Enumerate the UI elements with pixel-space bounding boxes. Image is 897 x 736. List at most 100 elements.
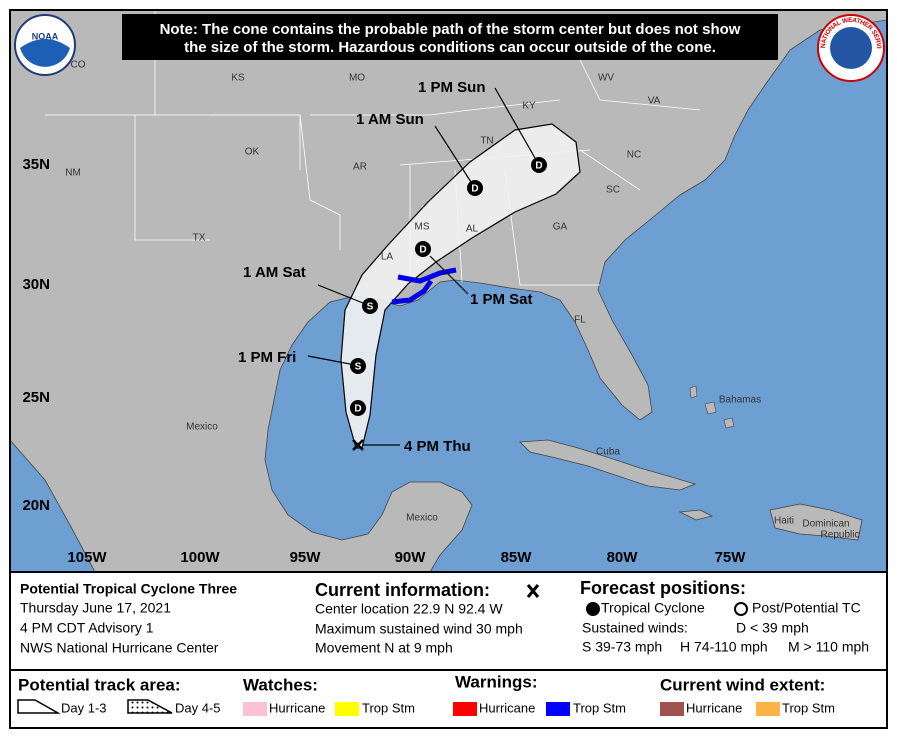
warn-hurricane-swatch: [453, 702, 477, 716]
forecast-title: Forecast positions:: [580, 578, 746, 598]
region-label: Mexico: [186, 422, 218, 433]
warn-hurricane-label: Hurricane: [479, 700, 535, 715]
longitude-label: 75W: [715, 549, 747, 566]
watch-trop-swatch: [335, 702, 359, 716]
track: 4 PM Thu D 1 PM Fri S 1 AM Sat S 1 PM Sat D 1 AM…: [238, 79, 547, 455]
note-line: Note: The cone contains the probable pat…: [160, 21, 741, 38]
jamaica: [678, 509, 714, 521]
time-label: 1 AM Sun: [356, 111, 424, 128]
noaa-logo: NOAA: [14, 14, 76, 76]
region-label: AL: [466, 224, 479, 235]
forecast-point: [350, 358, 366, 374]
tropical-storm-warning: [391, 267, 457, 305]
warn-trop-label: Trop Stm: [573, 700, 626, 715]
day45-swatch: [127, 699, 173, 714]
time-label: 1 PM Sun: [418, 79, 486, 96]
time-label: 1 AM Sat: [243, 264, 306, 281]
current-position: [352, 439, 364, 451]
latitude-label: 25N: [22, 389, 50, 406]
leader-line: [429, 255, 469, 295]
day13-label: Day 1-3: [61, 700, 107, 715]
forecast-marker: D: [354, 404, 361, 415]
longitude-label: 90W: [395, 549, 427, 566]
time-label: 1 PM Fri: [238, 349, 296, 366]
wind-trop-swatch: [756, 702, 780, 716]
leader-line: [434, 125, 472, 183]
forecast-marker: D: [471, 184, 478, 195]
watches-title: Watches:: [243, 675, 318, 694]
current-line: Movement N at 9 mph: [315, 640, 453, 656]
land: [10, 10, 887, 572]
region-label: MS: [415, 222, 430, 233]
ptc-symbol: [734, 602, 748, 616]
region-label: VA: [648, 96, 661, 107]
warnings-title: Warnings:: [455, 672, 537, 691]
winds-h: H 74-110 mph: [680, 639, 768, 655]
winds-d: D < 39 mph: [736, 620, 809, 636]
region-label: TN: [480, 136, 493, 147]
region-label: Bahamas: [719, 395, 761, 406]
longitude-label: 100W: [180, 549, 220, 566]
region-label: CO: [71, 60, 86, 71]
current-line: Center location 22.9 N 92.4 W: [315, 601, 503, 617]
map: 4 PM Thu D 1 PM Fri S 1 AM Sat S 1 PM Sat D 1 AM…: [10, 10, 887, 572]
storm-date: Thursday June 17, 2021: [20, 600, 171, 616]
region-label: WV: [598, 73, 614, 84]
region-label: Haiti: [774, 516, 794, 527]
watch-hurricane-label: Hurricane: [269, 700, 325, 715]
note-box: [122, 14, 778, 60]
forecast-marker: S: [355, 362, 362, 373]
winds-s: S 39-73 mph: [582, 639, 662, 655]
leader-line: [494, 87, 536, 159]
region-label: Dominican: [802, 519, 849, 530]
wind-hurricane-label: Hurricane: [686, 700, 742, 715]
forecast-point: [350, 400, 366, 416]
wind-trop-label: Trop Stm: [782, 700, 835, 715]
advisory: 4 PM CDT Advisory 1: [20, 620, 154, 636]
region-label: OK: [245, 147, 260, 158]
wind-hurricane-swatch: [660, 702, 684, 716]
forecast-point: [415, 241, 431, 257]
region-label: TX: [193, 233, 206, 244]
forecast-marker: D: [419, 245, 426, 256]
region-label: KS: [231, 73, 245, 84]
cuba: [519, 439, 697, 491]
note-line: the size of the storm. Hazardous conditi…: [184, 39, 716, 56]
region-label: GA: [553, 222, 568, 233]
latitude-label: 30N: [22, 276, 50, 293]
ptc-label: Post/Potential TC: [752, 600, 861, 616]
region-label: Mexico: [406, 513, 438, 524]
latitude-label: 35N: [22, 156, 50, 173]
winds-title: Sustained winds:: [582, 620, 688, 636]
forecast-marker: S: [367, 302, 374, 313]
longitude-label: 85W: [501, 549, 533, 566]
region-label: AR: [353, 162, 367, 173]
region-label: NM: [65, 168, 81, 179]
tc-symbol: [586, 602, 600, 616]
hispaniola: [769, 503, 863, 541]
time-label: 1 PM Sat: [470, 291, 533, 308]
leader-line: [307, 355, 351, 365]
forecast-cone: [340, 123, 581, 449]
latitude-label: 20N: [22, 497, 50, 514]
current-title: Current information:: [315, 580, 490, 600]
wind-title: Current wind extent:: [660, 675, 825, 694]
source: NWS National Hurricane Center: [20, 640, 219, 656]
longitude-label: 105W: [67, 549, 107, 566]
region-label: Republic: [821, 530, 860, 541]
track-area-title: Potential track area:: [18, 675, 181, 694]
region-label: MO: [349, 73, 365, 84]
current-symbol: [526, 584, 540, 598]
region-label: FL: [574, 315, 586, 326]
tc-label: Tropical Cyclone: [601, 600, 705, 616]
region-label: KY: [522, 101, 536, 112]
region-label: LA: [381, 252, 394, 263]
region-label: SC: [606, 185, 620, 196]
longitude-label: 95W: [290, 549, 322, 566]
current-line: Maximum sustained wind 30 mph: [315, 621, 523, 637]
map-labels: CO KS MO KY WV VA OK TN NC AR SC NM TX MS AL GA LA FL Mexi…: [22, 60, 859, 566]
day45-label: Day 4-5: [175, 700, 221, 715]
forecast-point: [467, 180, 483, 196]
day13-swatch: [17, 699, 61, 714]
